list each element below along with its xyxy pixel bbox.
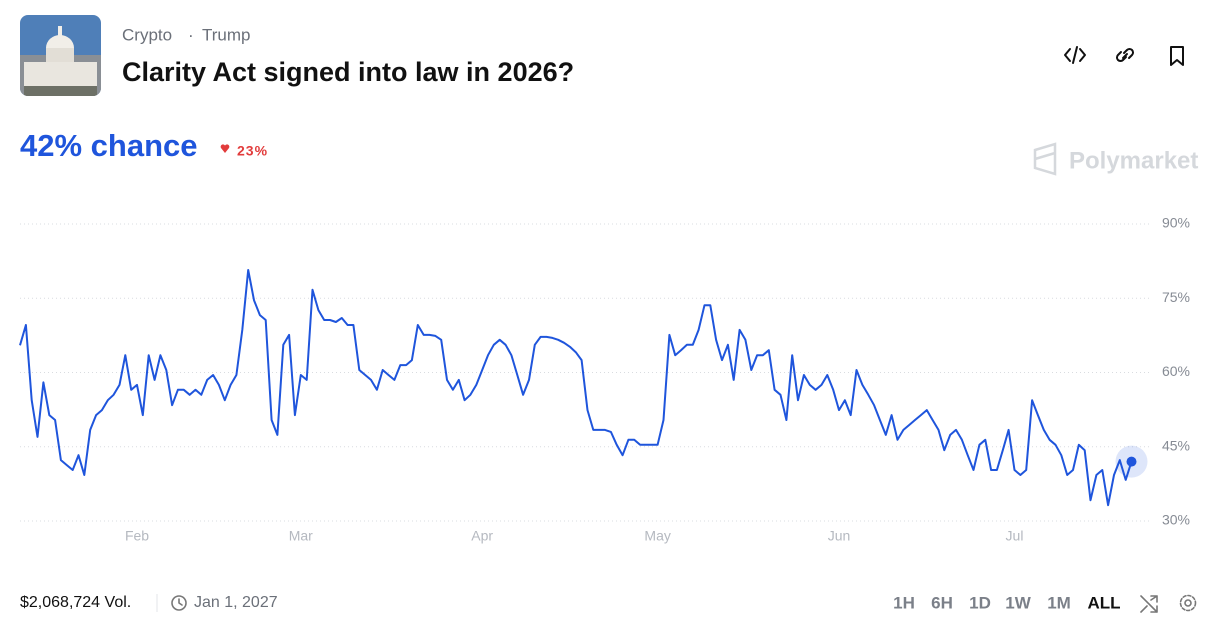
y-tick-label: 45% [1162,437,1190,453]
x-tick-label: Feb [125,528,149,544]
clock-icon [171,595,187,611]
bookmark-button[interactable] [1170,46,1184,66]
change: 23% [237,143,268,159]
range-button[interactable]: 1D [969,593,991,612]
market-title: Clarity Act signed into law in 2026? [122,57,574,87]
range-selector: 1H 6H 1D 1W 1M ALL [893,593,1120,612]
category[interactable]: Crypto [122,25,172,44]
x-tick-label: Apr [471,528,493,544]
x-tick-label: Jun [828,528,851,544]
end-date: Jan 1, 2027 [194,594,278,611]
down-icon [220,144,230,153]
embed-button[interactable] [1064,46,1086,64]
separator: · [188,25,194,44]
brand: Polymarket [1069,147,1198,174]
brand-logo [1033,142,1057,176]
market-image [20,15,101,96]
link-button[interactable] [1115,47,1135,63]
chart: 30% 45% 60% 75% 90% Feb Mar Apr May Jun Jul [19,215,1190,544]
x-tick-label: Jul [1006,528,1024,544]
y-tick-label: 75% [1162,289,1190,305]
shuffle-button[interactable] [1140,595,1158,613]
y-tick-label: 30% [1162,512,1190,528]
settings-button[interactable] [1179,594,1197,612]
chance: 42% chance [20,128,198,163]
current-point [1126,456,1137,467]
range-button[interactable]: 1M [1047,593,1071,612]
x-tick-label: Mar [289,528,313,544]
range-button[interactable]: 1W [1005,593,1031,612]
price-line [19,269,1133,507]
tag[interactable]: Trump [202,25,251,44]
volume: $2,068,724 Vol. [20,594,131,611]
range-button[interactable]: ALL [1087,593,1120,612]
y-tick-label: 60% [1162,363,1190,379]
x-tick-label: May [644,528,670,544]
range-button[interactable]: 6H [931,593,953,612]
y-tick-label: 90% [1162,215,1190,231]
range-button[interactable]: 1H [893,593,915,612]
